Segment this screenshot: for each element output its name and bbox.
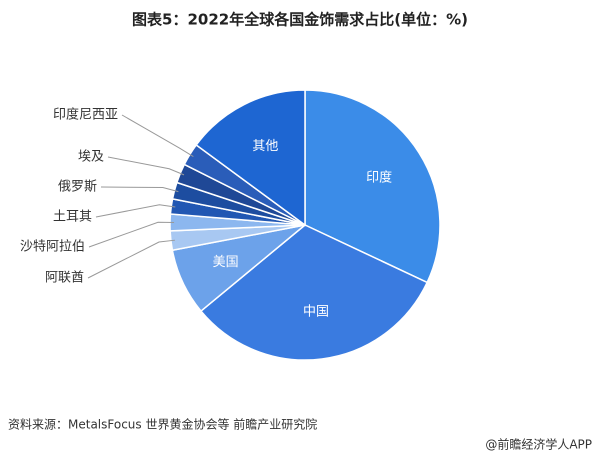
pie-slice — [304, 89, 441, 284]
footer: @前瞻经济学人APP — [485, 437, 592, 452]
slice-label: 中国 — [303, 305, 329, 320]
leader-line — [87, 239, 175, 279]
leader-line — [88, 221, 175, 248]
slice-label: 其他 — [252, 139, 278, 154]
slice-label: 埃及 — [78, 150, 104, 165]
pie-slice — [195, 89, 306, 227]
leader-line — [100, 186, 179, 193]
slice-label: 沙特阿拉伯 — [20, 240, 85, 255]
pie-slice — [199, 224, 429, 361]
chart-title: 图表5：2022年全球各国金饰需求占比(单位：%) — [132, 11, 468, 29]
slice-label: 印度 — [366, 169, 392, 185]
source: 资料来源：MetalsFocus 世界黄金协会等 前瞻产业研究院 — [8, 417, 317, 432]
slice-label: 美国 — [213, 255, 239, 270]
slice-label: 俄罗斯 — [58, 180, 97, 195]
leader-line — [121, 114, 194, 158]
leader-line — [95, 204, 176, 218]
slice-label: 土耳其 — [53, 210, 92, 225]
slice-label: 阿联酋 — [45, 270, 84, 286]
leader-line — [107, 156, 185, 176]
slice-label: 印度尼西亚 — [53, 107, 118, 123]
